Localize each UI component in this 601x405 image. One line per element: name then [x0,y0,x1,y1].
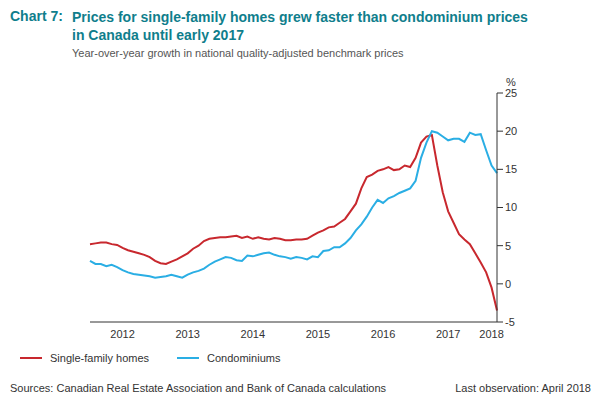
svg-text:2017: 2017 [436,328,460,340]
svg-text:2016: 2016 [371,328,395,340]
svg-text:2014: 2014 [241,328,265,340]
html-text:Last observation: April 2018: Last observation: April 2018 [455,382,591,394]
svg-text:10: 10 [505,201,517,213]
html-text:Sources: Canadian Real Estate: Sources: Canadian Real Estate Associatio… [10,382,387,394]
svg-text:-5: -5 [505,316,515,328]
svg-text:2013: 2013 [175,328,199,340]
html-text:Condominiums: Condominiums [207,352,281,364]
html-text:Single-family homes: Single-family homes [50,352,149,364]
svg-text:2015: 2015 [306,328,330,340]
svg-text:2012: 2012 [110,328,134,340]
svg-text:15: 15 [505,163,517,175]
html-text:Chart 7:: Chart 7: [10,8,63,24]
html-text:Year-over-year growth in natio: Year-over-year growth in national qualit… [72,47,404,59]
svg-text:5: 5 [505,240,511,252]
svg-text:20: 20 [505,125,517,137]
svg-text:0: 0 [505,278,511,290]
svg-text:25: 25 [505,87,517,99]
svg-text:2018: 2018 [479,328,503,340]
html-text:Prices for single-family homes: Prices for single-family homes grew fast… [72,9,528,43]
